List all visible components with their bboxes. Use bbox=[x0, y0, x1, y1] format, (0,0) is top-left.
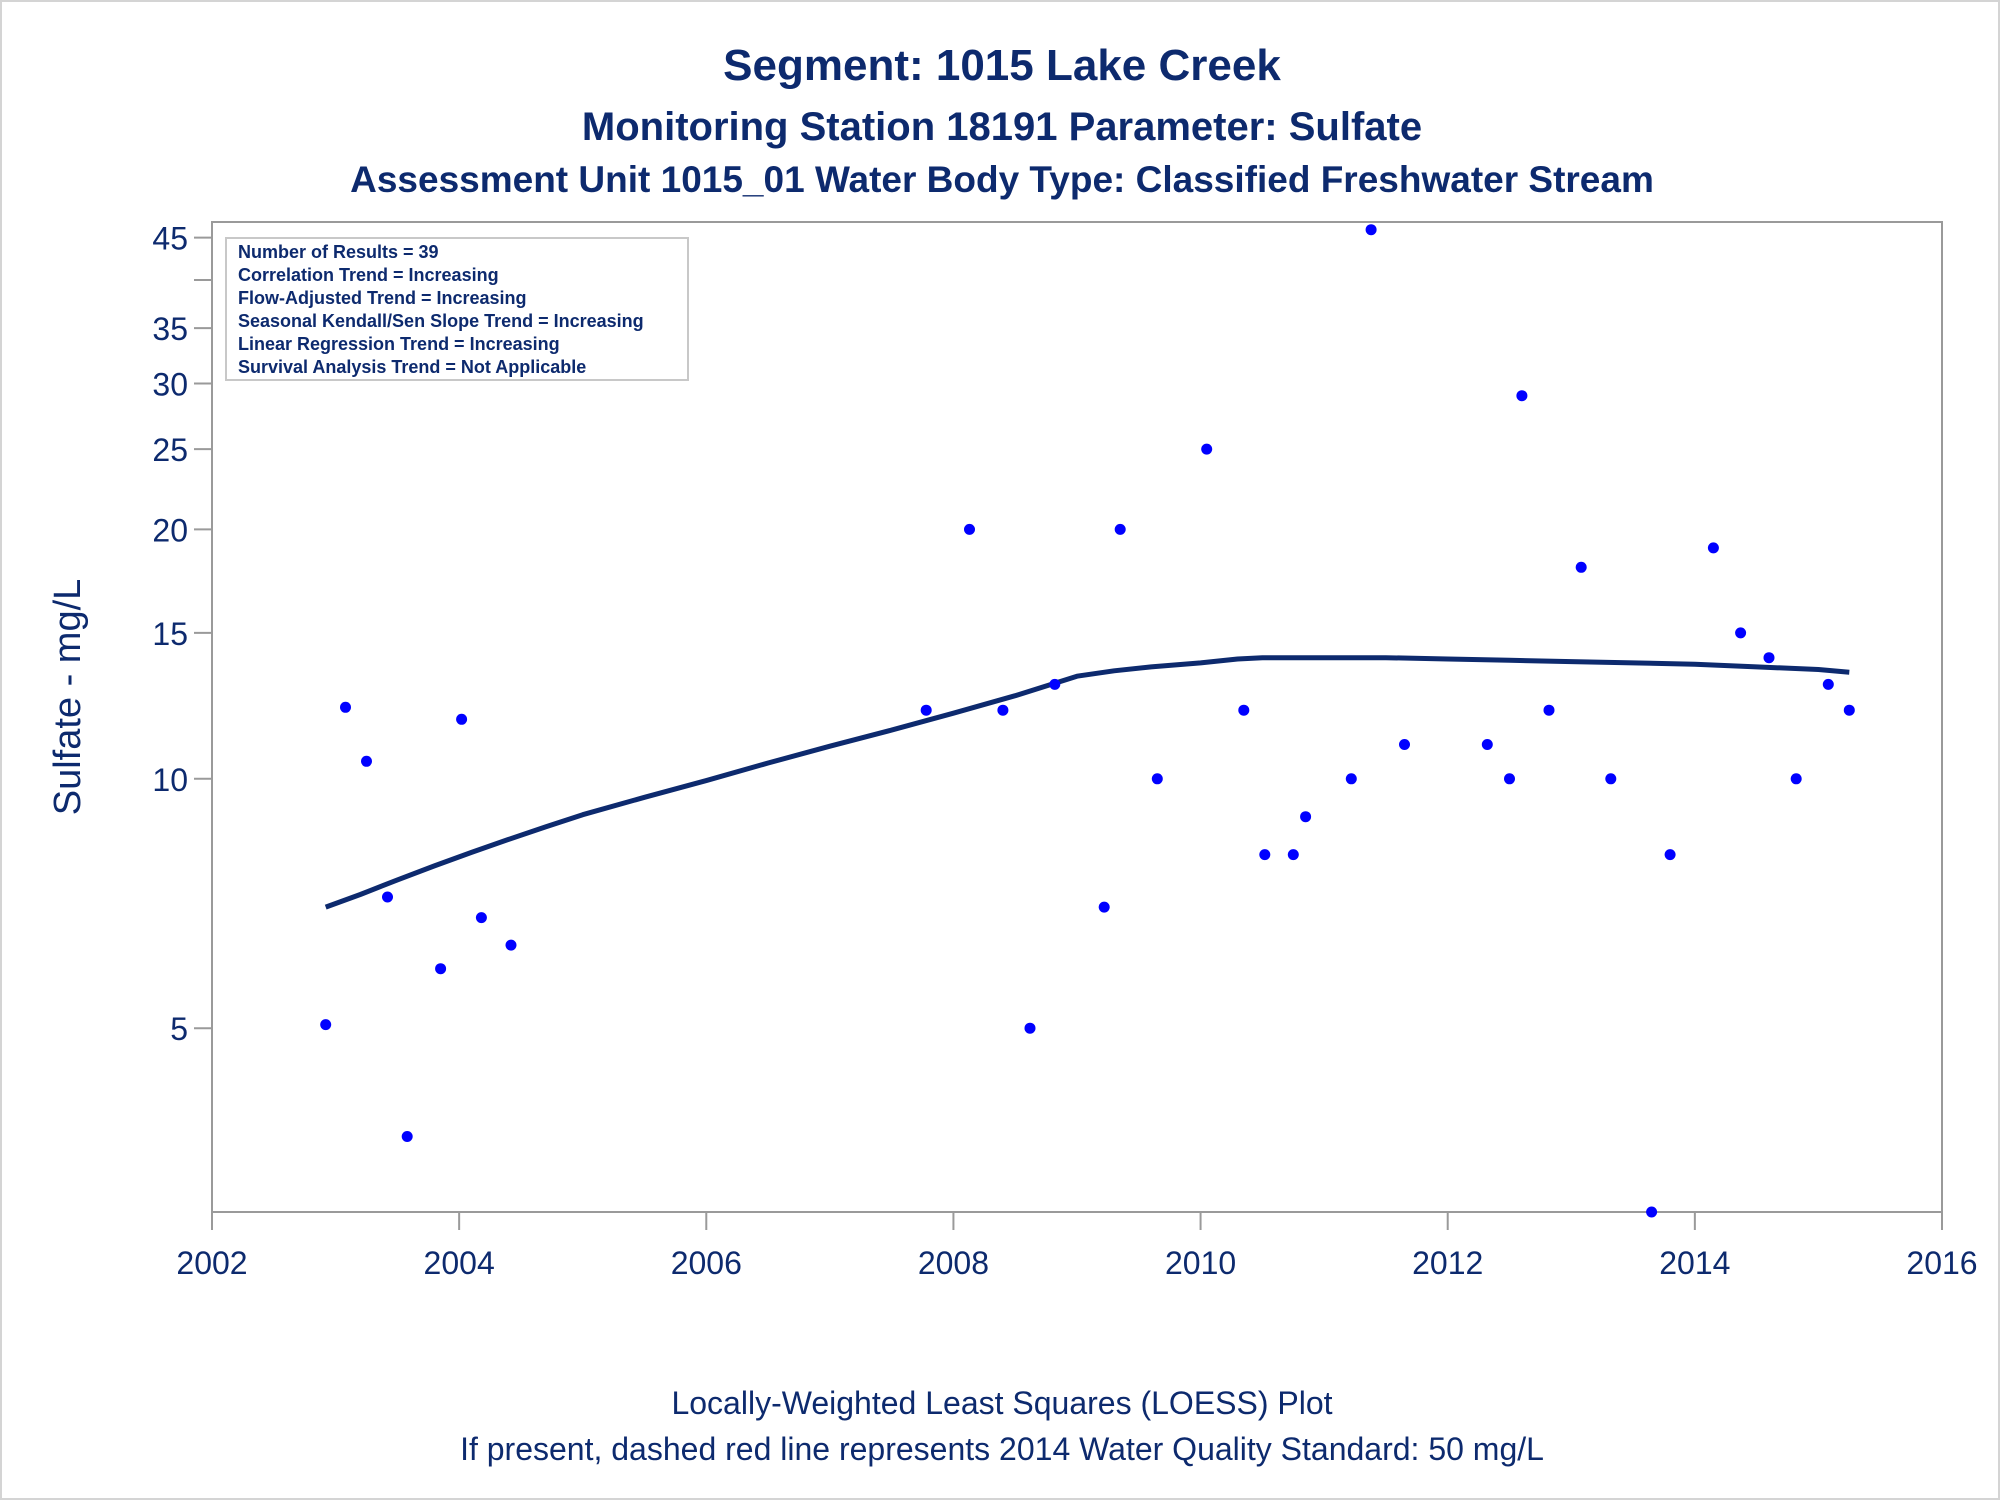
data-point bbox=[1114, 523, 1126, 535]
y-tick-label: 5 bbox=[170, 1011, 188, 1047]
data-point bbox=[1151, 773, 1163, 785]
legend-entry: Correlation Trend = Increasing bbox=[238, 265, 499, 285]
data-point bbox=[1664, 849, 1676, 861]
chart-title: Segment: 1015 Lake Creek bbox=[723, 41, 1281, 90]
data-point bbox=[1843, 704, 1855, 716]
data-point bbox=[435, 963, 447, 975]
data-point bbox=[1707, 542, 1719, 554]
data-point bbox=[505, 939, 517, 951]
data-point bbox=[1735, 627, 1747, 639]
data-point bbox=[1481, 739, 1493, 750]
y-tick-label: 45 bbox=[152, 221, 188, 257]
data-point bbox=[1543, 704, 1555, 716]
data-point bbox=[1646, 1206, 1658, 1218]
data-point bbox=[964, 523, 975, 535]
chart-subtitle-2: Assessment Unit 1015_01 Water Body Type:… bbox=[350, 159, 1654, 200]
data-point bbox=[475, 912, 487, 924]
data-point bbox=[1098, 901, 1110, 913]
series-layer bbox=[320, 224, 1855, 1218]
y-tick-label: 10 bbox=[152, 762, 188, 798]
data-point bbox=[320, 1019, 332, 1031]
data-point bbox=[1287, 849, 1299, 861]
x-tick-label: 2002 bbox=[176, 1245, 247, 1281]
legend-entry: Seasonal Kendall/Sen Slope Trend = Incre… bbox=[238, 311, 644, 331]
data-point bbox=[1365, 224, 1377, 236]
x-tick-label: 2012 bbox=[1412, 1245, 1483, 1281]
data-point bbox=[920, 704, 932, 716]
data-point bbox=[1575, 561, 1587, 573]
legend-entry: Survival Analysis Trend = Not Applicable bbox=[238, 357, 586, 377]
data-point bbox=[401, 1131, 413, 1142]
data-point bbox=[361, 755, 372, 767]
x-tick-label: 2008 bbox=[918, 1245, 989, 1281]
data-point bbox=[1201, 443, 1213, 455]
y-axis: 5 10 15 20 25 30 35 45 bbox=[152, 221, 212, 1047]
y-tick-label: 35 bbox=[152, 311, 188, 347]
data-point bbox=[1504, 773, 1515, 785]
data-point bbox=[1822, 678, 1834, 690]
legend-entry: Number of Results = 39 bbox=[238, 242, 439, 262]
plot-area bbox=[211, 221, 1943, 1213]
data-point bbox=[1024, 1022, 1036, 1034]
legend-box bbox=[225, 237, 689, 381]
footnote-2: If present, dashed red line represents 2… bbox=[460, 1431, 1544, 1467]
footnote-1: Locally-Weighted Least Squares (LOESS) P… bbox=[671, 1385, 1332, 1421]
y-tick-label: 15 bbox=[152, 616, 188, 652]
data-point bbox=[1605, 773, 1617, 785]
x-axis: 2002 2004 2006 2008 2010 2012 2014 2016 bbox=[176, 1212, 1978, 1281]
data-point bbox=[1399, 739, 1410, 750]
data-point bbox=[1300, 811, 1312, 823]
y-tick-label: 25 bbox=[152, 432, 188, 468]
trend-legend: Number of Results = 39 Correlation Trend… bbox=[225, 237, 689, 381]
legend-entry: Linear Regression Trend = Increasing bbox=[238, 334, 560, 354]
x-tick-label: 2004 bbox=[424, 1245, 495, 1281]
data-point bbox=[1049, 678, 1061, 690]
data-point bbox=[1238, 704, 1250, 716]
data-point bbox=[340, 701, 351, 713]
x-tick-label: 2016 bbox=[1906, 1245, 1977, 1281]
y-tick-label: 30 bbox=[152, 367, 188, 403]
x-tick-label: 2014 bbox=[1659, 1245, 1730, 1281]
legend-entry: Flow-Adjusted Trend = Increasing bbox=[238, 288, 527, 308]
data-point bbox=[997, 704, 1009, 716]
data-point bbox=[1763, 652, 1775, 664]
y-axis-label: Sulfate - mg/L bbox=[47, 579, 89, 816]
chart-subtitle: Monitoring Station 18191 Parameter: Sulf… bbox=[582, 105, 1422, 149]
y-tick-label: 20 bbox=[152, 512, 188, 548]
data-point bbox=[1516, 390, 1528, 402]
data-point bbox=[1790, 773, 1802, 785]
data-point bbox=[456, 713, 468, 725]
x-tick-label: 2006 bbox=[671, 1245, 742, 1281]
data-point bbox=[1259, 849, 1271, 861]
data-point bbox=[382, 891, 393, 903]
loess-line bbox=[324, 655, 1850, 910]
x-tick-label: 2010 bbox=[1165, 1245, 1236, 1281]
data-point bbox=[1345, 773, 1357, 785]
